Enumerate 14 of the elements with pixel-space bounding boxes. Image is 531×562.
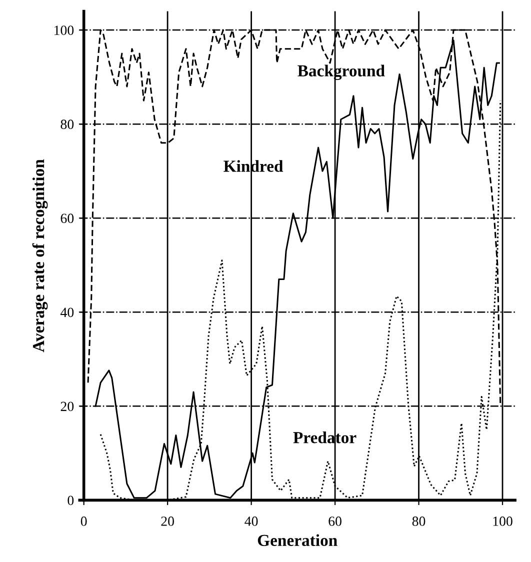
y-axis-title: Average rate of recognition — [32, 159, 48, 352]
x-tick-label: 20 — [161, 516, 174, 526]
x-tick-label: 60 — [328, 516, 342, 526]
y-tick-label: 0 — [68, 496, 74, 506]
x-axis-title: Generation — [258, 534, 338, 546]
x-tick-label: 40 — [244, 516, 258, 526]
y-tick-label: 40 — [60, 308, 74, 318]
x-tick-label: 80 — [412, 516, 426, 526]
x-tick-label: 0 — [80, 516, 87, 526]
y-tick-label: 60 — [60, 214, 74, 224]
y-tick-label: 100 — [54, 26, 74, 35]
y-tick-label: 80 — [60, 120, 74, 130]
y-tick-label: 20 — [60, 402, 74, 412]
x-tick-label: 100 — [493, 516, 512, 526]
